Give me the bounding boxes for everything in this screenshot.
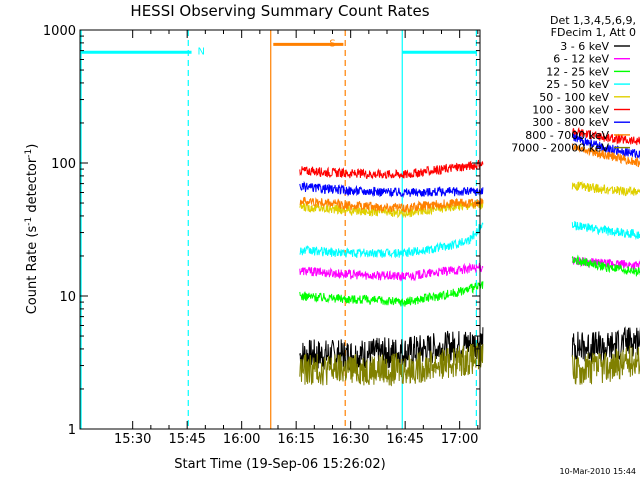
plot-area: NS: [80, 30, 640, 429]
series-line-4-0: [299, 199, 484, 219]
series-line-4-1: [571, 180, 640, 197]
plot-frame: [79, 29, 481, 430]
series-line-7-1: [571, 143, 640, 168]
series-line-8-1: [571, 345, 640, 385]
y-tick-label-2: 100: [51, 157, 76, 172]
legend-label-8: 7000 - 20000 keV: [511, 142, 609, 155]
y-tick-label-1: 10: [59, 290, 76, 305]
timestamp-stamp: 10-Mar-2010 15:44: [560, 467, 637, 476]
series-line-5-0: [299, 159, 484, 180]
series-line-1-0: [299, 262, 484, 282]
series-line-2-0: [299, 281, 484, 307]
legend-label-2: 12 - 25 keV: [546, 65, 609, 78]
x-tick-label-5: 16:45: [386, 432, 423, 447]
legend-label-3: 25 - 50 keV: [546, 78, 609, 91]
legend-label-0: 3 - 6 keV: [560, 40, 609, 53]
legend-label-1: 6 - 12 keV: [553, 53, 609, 66]
flag-label-1: S: [329, 38, 335, 49]
x-tick-label-3: 16:15: [277, 432, 314, 447]
x-tick-label-0: 15:30: [114, 432, 151, 447]
y-axis-label: Count Rate (s-1 detector-1): [24, 144, 40, 315]
x-axis-label: Start Time (19-Sep-06 15:26:02): [174, 457, 385, 472]
legend: Det 1,3,4,5,6,9, FDecim 1, Att 0 3 - 6 k…: [511, 14, 636, 155]
x-tick-label-4: 16:30: [332, 432, 369, 447]
series-line-8-0: [299, 343, 484, 387]
series-line-6-0: [299, 180, 484, 199]
series-line-2-1: [571, 254, 640, 277]
x-axis: 15:30 15:45 16:00 16:15 16:30 16:45 17:00: [114, 30, 478, 447]
y-axis: 1 10 100 1000: [43, 24, 480, 438]
legend-label-6: 300 - 800 keV: [532, 116, 609, 129]
x-tick-label-2: 16:00: [223, 432, 260, 447]
series-line-3-0: [299, 222, 484, 259]
x-tick-label-6: 17:00: [441, 432, 478, 447]
legend-label-7: 800 - 7000 keV: [525, 129, 609, 142]
legend-label-4: 50 - 100 keV: [539, 91, 609, 104]
chart-title: HESSI Observing Summary Count Rates: [130, 2, 429, 20]
series-line-5-1: [572, 126, 640, 146]
legend-header-line-1: Det 1,3,4,5,6,9,: [550, 14, 636, 27]
legend-label-5: 100 - 300 keV: [532, 104, 609, 117]
y-tick-label-0: 1: [68, 423, 76, 438]
series-line-7-0: [299, 196, 484, 214]
series-line-3-1: [571, 221, 640, 241]
x-tick-label-1: 15:45: [168, 432, 205, 447]
legend-header-line-2: FDecim 1, Att 0: [551, 26, 636, 39]
flag-label-0: N: [198, 46, 205, 57]
y-tick-label-3: 1000: [43, 24, 76, 39]
